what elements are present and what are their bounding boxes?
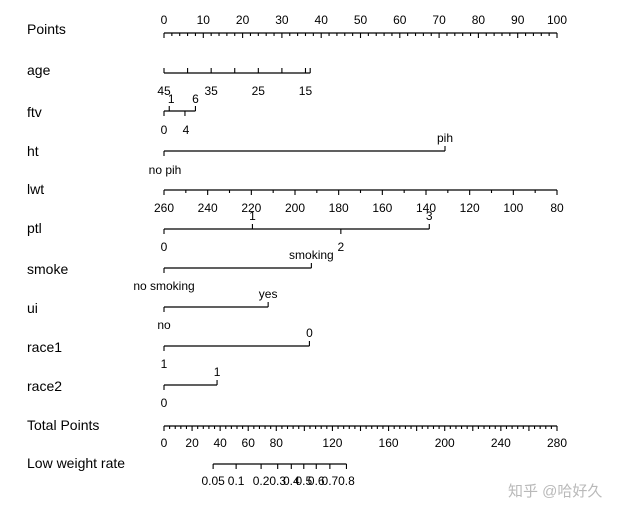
lwt-tick-label: 120 [460, 201, 480, 215]
smoke-level-label: no smoking [133, 279, 194, 293]
points-tick-label: 40 [315, 13, 329, 27]
points-tick-label: 50 [354, 13, 368, 27]
ftv-tick-label: 0 [161, 123, 168, 137]
row-label-ui: ui [27, 300, 38, 316]
lwt-tick-label: 100 [503, 201, 523, 215]
low-weight-rate-tick-label: 0.3 [269, 474, 286, 488]
scale-labels: Points age ftv ht lwt ptl smoke ui race1 race2 Tot… [27, 13, 567, 488]
row-label-lwt: lwt [27, 181, 44, 197]
low-weight-rate-tick-label: 0.4 [283, 474, 300, 488]
points-tick-label: 30 [275, 13, 289, 27]
low-weight-rate-tick-label: 0.7 [322, 474, 339, 488]
row-label-ptl: ptl [27, 220, 42, 236]
lwt-tick-label: 240 [198, 201, 218, 215]
smoke-level-label: smoking [289, 248, 334, 262]
lwt-tick-label: 160 [372, 201, 392, 215]
ftv-tick-label: 6 [192, 92, 199, 106]
points-tick-label: 60 [393, 13, 407, 27]
points-tick-label: 20 [236, 13, 250, 27]
age-tick-label: 15 [299, 84, 313, 98]
total-points-tick-label: 40 [213, 436, 227, 450]
row-label-age: age [27, 62, 51, 78]
ftv-tick-label: 1 [168, 92, 175, 106]
low-weight-rate-tick-label: 0.8 [338, 474, 355, 488]
row-label-low-weight-rate: Low weight rate [27, 455, 125, 471]
ptl-tick-label: 0 [161, 240, 168, 254]
total-points-tick-label: 280 [547, 436, 567, 450]
points-tick-label: 0 [161, 13, 168, 27]
race2-level-label: 0 [161, 396, 168, 410]
ftv-tick-label: 4 [183, 123, 190, 137]
lwt-tick-label: 200 [285, 201, 305, 215]
total-points-tick-label: 240 [491, 436, 511, 450]
total-points-tick-label: 60 [242, 436, 256, 450]
low-weight-rate-tick-label: 0.5 [295, 474, 312, 488]
total-points-tick-label: 80 [270, 436, 284, 450]
total-points-tick-label: 0 [161, 436, 168, 450]
row-label-race1: race1 [27, 339, 62, 355]
age-tick-label: 45 [157, 84, 171, 98]
race1-level-label: 0 [306, 326, 313, 340]
race2-level-label: 1 [214, 365, 221, 379]
row-label-ht: ht [27, 143, 39, 159]
points-tick-label: 90 [511, 13, 525, 27]
row-label-ftv: ftv [27, 104, 42, 120]
age-tick-label: 25 [252, 84, 266, 98]
race1-level-label: 1 [161, 357, 168, 371]
ptl-tick-label: 1 [249, 209, 256, 223]
scale-lines [163, 32, 558, 469]
total-points-tick-label: 160 [379, 436, 399, 450]
age-tick-label: 35 [204, 84, 218, 98]
points-tick-label: 80 [472, 13, 486, 27]
ui-level-label: no [157, 318, 171, 332]
watermark-text: 知乎 @哈好久 [508, 483, 602, 500]
row-label-race2: race2 [27, 378, 62, 394]
low-weight-rate-tick-label: 0.2 [253, 474, 270, 488]
low-weight-rate-tick-label: 0.6 [308, 474, 325, 488]
lwt-tick-label: 80 [550, 201, 564, 215]
row-label-smoke: smoke [27, 261, 68, 277]
ui-level-label: yes [259, 287, 278, 301]
low-weight-rate-tick-label: 0.05 [201, 474, 225, 488]
total-points-tick-label: 200 [435, 436, 455, 450]
points-tick-label: 10 [197, 13, 211, 27]
ptl-tick-label: 3 [426, 209, 433, 223]
row-label-total-points: Total Points [27, 417, 99, 433]
points-tick-label: 100 [547, 13, 567, 27]
lwt-tick-label: 180 [329, 201, 349, 215]
points-tick-label: 70 [432, 13, 446, 27]
total-points-tick-label: 120 [322, 436, 342, 450]
ptl-tick-label: 2 [338, 240, 345, 254]
total-points-tick-label: 20 [185, 436, 199, 450]
lwt-tick-label: 140 [416, 201, 436, 215]
low-weight-rate-tick-label: 0.1 [228, 474, 245, 488]
ht-level-label: no pih [149, 163, 182, 177]
ht-level-label: pih [437, 131, 453, 145]
lwt-tick-label: 260 [154, 201, 174, 215]
row-label-points: Points [27, 21, 66, 37]
lwt-tick-label: 220 [241, 201, 261, 215]
